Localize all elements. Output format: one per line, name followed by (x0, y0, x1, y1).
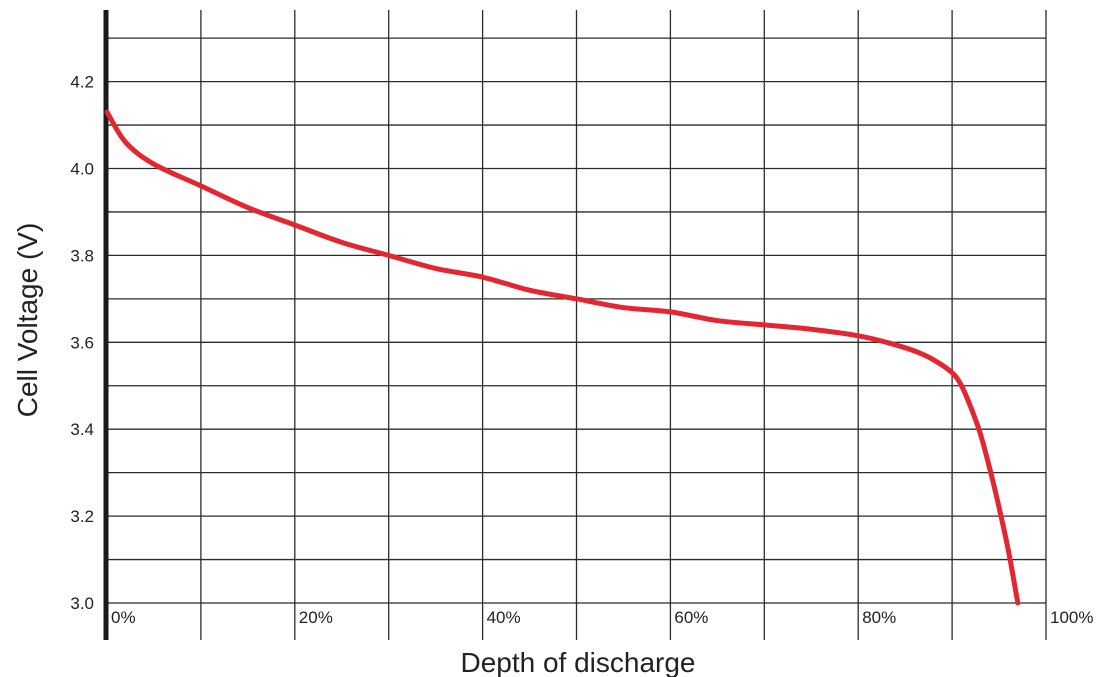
y-tick-label: 3.4 (70, 420, 94, 439)
x-tick-label: 20% (299, 608, 333, 627)
tick-labels: 3.0 3.2 3.4 3.6 3.8 4.0 4.2 0% 20% 40% 60% 80% 100% (70, 73, 1093, 627)
x-axis-title: Depth of discharge (460, 647, 695, 677)
y-tick-label: 4.2 (70, 73, 94, 92)
grid (107, 10, 1047, 640)
y-axis-title: Cell Voltage (V) (12, 223, 43, 418)
series-layer (104, 109, 1021, 606)
y-tick-label: 3.6 (70, 333, 94, 352)
y-tick-label: 3.8 (70, 246, 94, 265)
y-tick-label: 3.0 (70, 594, 94, 613)
y-tick-label: 3.2 (70, 507, 94, 526)
x-tick-label: 100% (1050, 608, 1093, 627)
x-tick-label: 40% (487, 608, 521, 627)
discharge-curve (104, 109, 1021, 606)
x-tick-label: 60% (674, 608, 708, 627)
y-tick-label: 4.0 (70, 160, 94, 179)
x-tick-label: 0% (111, 608, 136, 627)
x-tick-label: 80% (862, 608, 896, 627)
